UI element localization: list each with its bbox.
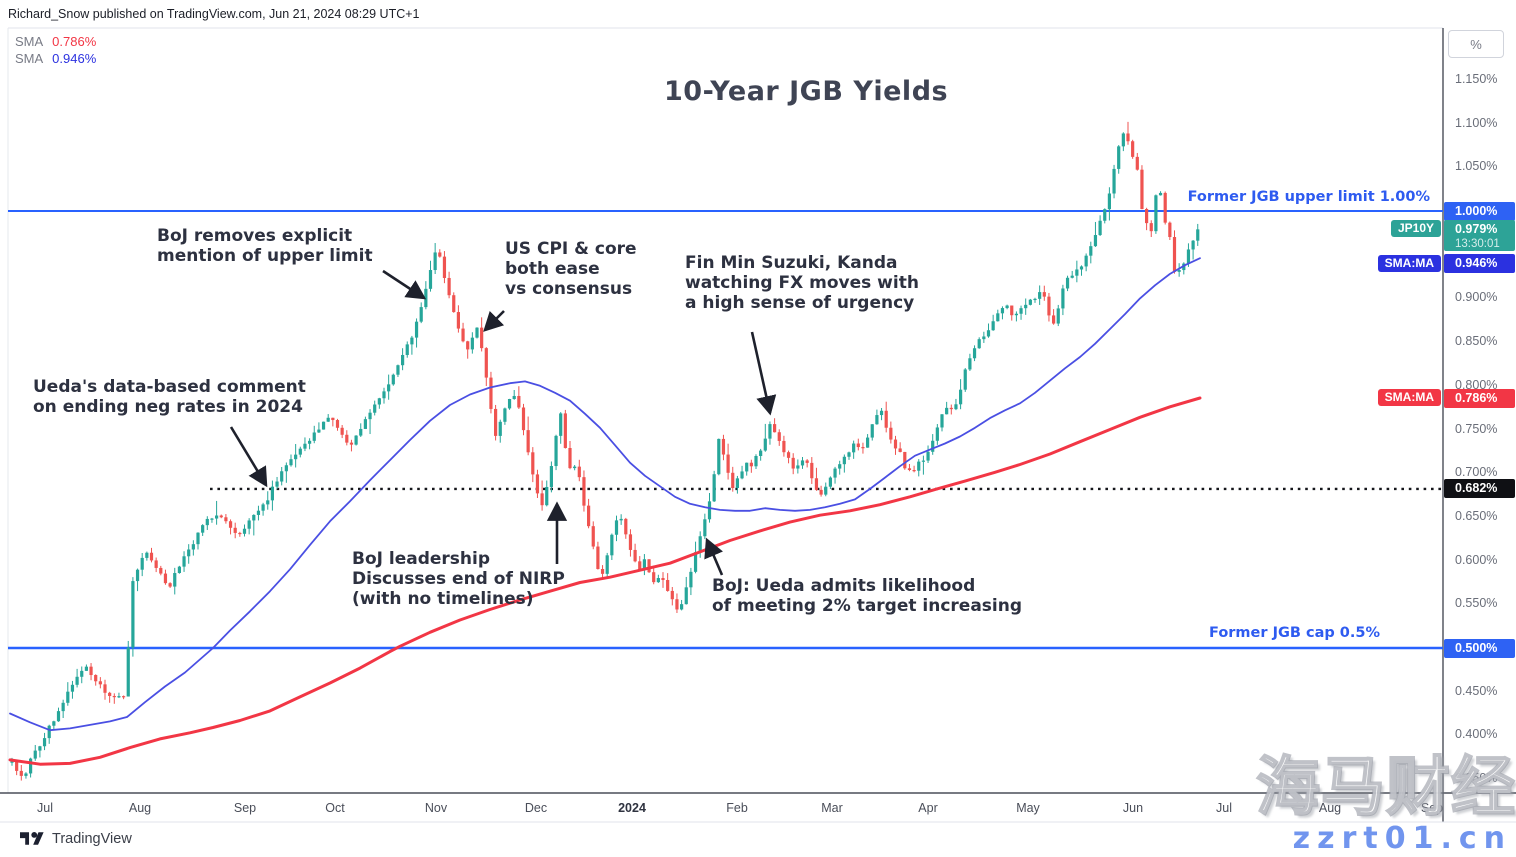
legend-sma-fast: SMA 0.946% (15, 51, 96, 66)
y-tick-label: 0.800% (1455, 377, 1498, 392)
x-tick-label: Sep (1420, 801, 1444, 815)
y-tick-label: 0.450% (1455, 683, 1498, 698)
last-price-value: 0.979% (1455, 221, 1498, 236)
y-tick-label: 0.550% (1455, 596, 1498, 611)
y-tick-label: 1.050% (1455, 159, 1498, 174)
y-tick-label: 0.650% (1455, 508, 1498, 523)
y-tick-label: 0.600% (1455, 552, 1498, 567)
last-price-badge: 0.979% 13:30:01 (1444, 219, 1515, 251)
annotation-boj-ueda-2pct-target: BoJ: Ueda admits likelihood of meeting 2%… (712, 576, 1023, 617)
cap-price-badge: 0.500% (1444, 638, 1515, 658)
legend-sma-slow: SMA 0.786% (15, 34, 96, 49)
sma-fast-label-badge: SMA:MA (1377, 254, 1441, 272)
x-tick-label: Jul (37, 801, 53, 815)
x-tick-label: Sep (233, 801, 257, 815)
x-tick-label: Mar (821, 801, 843, 815)
upper-limit-label: Former JGB upper limit 1.00% (1187, 189, 1430, 205)
x-tick-label: Nov (424, 801, 448, 815)
legend-sma-fast-label: SMA (15, 51, 44, 66)
y-tick-label: 0.900% (1455, 290, 1498, 305)
legend-sma-slow-value: 0.786% (52, 34, 97, 49)
legend-sma-fast-value: 0.946% (52, 51, 97, 66)
watermark-chinese: 海马财经 (1255, 751, 1516, 825)
x-tick-label: May (1016, 801, 1040, 815)
y-tick-label: 0.350% (1455, 771, 1498, 786)
x-tick-label: 2024 (618, 801, 646, 815)
y-tick-label: 0.400% (1455, 727, 1498, 742)
x-tick-label: Apr (918, 801, 938, 815)
sma-slow-label-badge: SMA:MA (1377, 389, 1441, 407)
x-tick-label: Dec (524, 801, 548, 815)
x-tick-label: Aug (128, 801, 152, 815)
annotation-us-cpi-ease: US CPI & core both ease vs consensus (505, 239, 637, 300)
tradingview-footer[interactable]: TradingView (20, 830, 132, 847)
x-tick-label: Feb (726, 801, 748, 815)
dotted-level-price-badge: 0.682% (1444, 479, 1515, 499)
percent-scale-button[interactable]: % (1448, 30, 1504, 58)
annotation-fin-min-suzuki-kanda: Fin Min Suzuki, Kanda watching FX moves w… (685, 253, 919, 314)
annotation-ueda-data-based-comment: Ueda's data-based comment on ending neg r… (33, 377, 306, 418)
x-tick-label: Aug (1318, 801, 1342, 815)
annotation-boj-leadership-nirp: BoJ leadership Discusses end of NIRP (with… (352, 549, 565, 610)
published-byline: Richard_Snow published on TradingView.co… (8, 7, 420, 21)
chart-title: 10-Year JGB Yields (664, 76, 949, 107)
y-tick-label: 0.700% (1455, 465, 1498, 480)
y-tick-label: 1.100% (1455, 115, 1498, 130)
watermark-site: zzrt01.cn (1292, 821, 1512, 856)
x-tick-label: Jun (1122, 801, 1144, 815)
sma-fast-price-badge: 0.946% (1444, 254, 1515, 274)
y-tick-label: 0.850% (1455, 334, 1498, 349)
y-tick-label: 1.150% (1455, 71, 1498, 86)
legend-sma-slow-label: SMA (15, 34, 44, 49)
annotation-boj-removes-upper-limit: BoJ removes explicit mention of upper lim… (157, 226, 373, 267)
x-tick-label: Jul (1216, 801, 1232, 815)
last-price-time: 13:30:01 (1455, 237, 1500, 250)
tradingview-logo-icon (20, 831, 44, 845)
upper-limit-price-badge: 1.000% (1444, 201, 1515, 221)
tradingview-brand-text: TradingView (52, 830, 132, 847)
x-tick-label: Oct (325, 801, 345, 815)
cap-label: Former JGB cap 0.5% (1209, 625, 1380, 641)
symbol-label-badge: JP10Y (1390, 220, 1441, 238)
sma-slow-price-badge: 0.786% (1444, 388, 1515, 408)
y-tick-label: 0.750% (1455, 421, 1498, 436)
